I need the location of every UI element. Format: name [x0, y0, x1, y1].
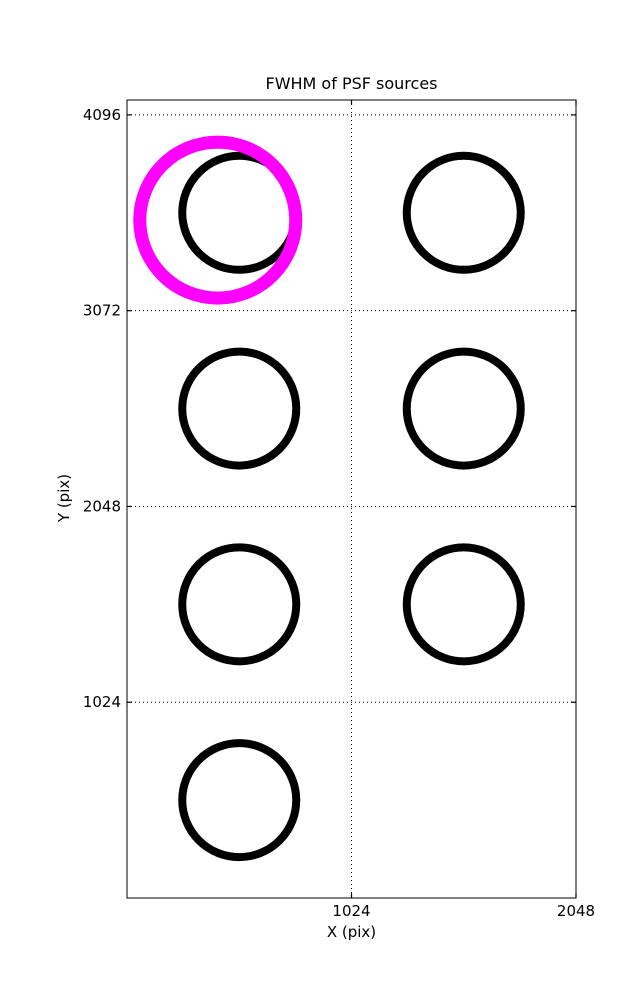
x-axis-label: X (pix) [326, 923, 377, 941]
psf-source-marker [402, 151, 525, 274]
psf-source-marker [178, 347, 301, 470]
psf-source-marker [402, 347, 525, 470]
y-axis-label: Y (pix) [55, 473, 73, 523]
psf-source-marker [178, 739, 301, 862]
y-tick-label: 3072 [83, 302, 121, 320]
psf-source-marker [178, 543, 301, 666]
y-tick-label: 4096 [83, 106, 121, 124]
x-tick-label: 1024 [332, 902, 370, 920]
y-tick-label: 2048 [83, 497, 121, 515]
y-tick-label: 1024 [83, 693, 121, 711]
psf-source-marker [402, 543, 525, 666]
plot-border [126, 99, 577, 899]
x-tick-label: 2048 [557, 902, 595, 920]
highlight-marker [133, 135, 303, 305]
chart-title: FWHM of PSF sources [265, 74, 438, 93]
